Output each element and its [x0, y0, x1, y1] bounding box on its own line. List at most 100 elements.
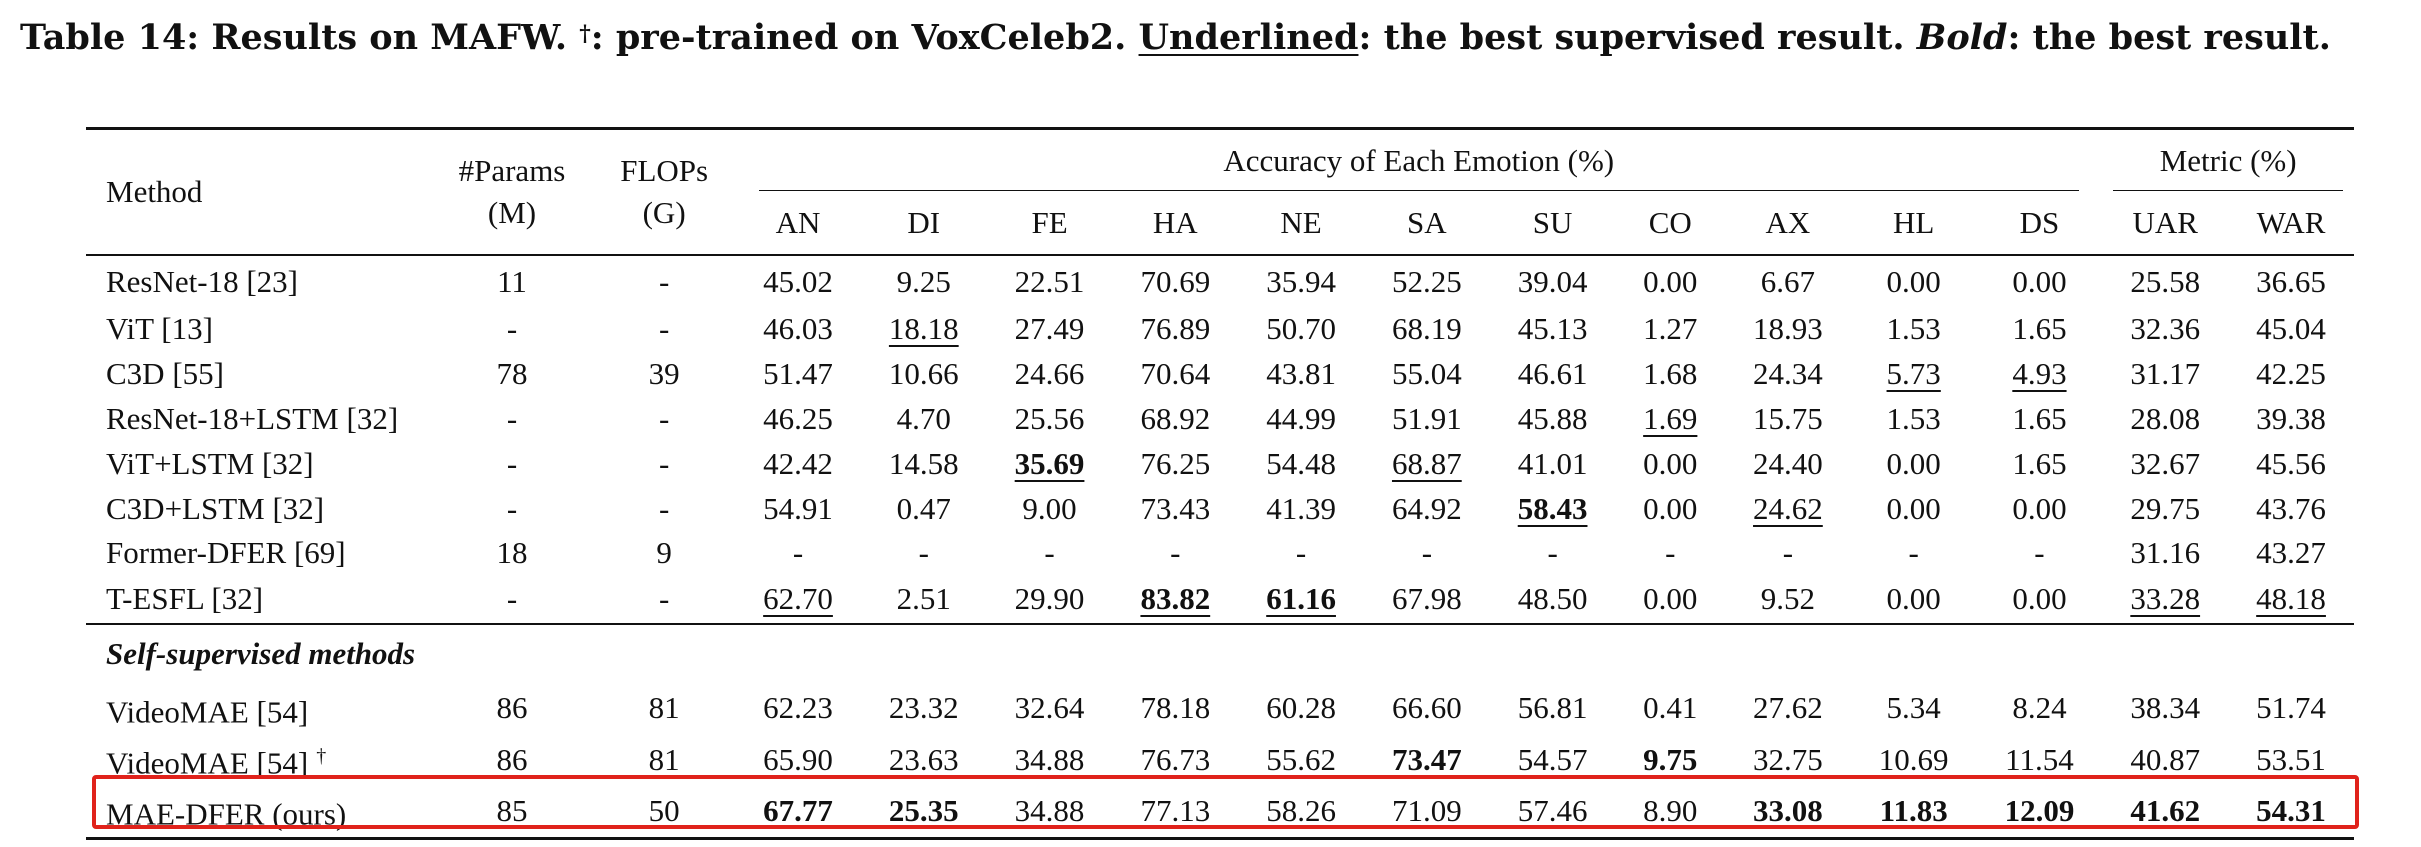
header-emotion-hl: HL [1893, 205, 1935, 240]
value-text: 0.00 [1886, 581, 1941, 617]
value-text: 1.65 [2012, 400, 2067, 436]
value-text: 15.75 [1753, 400, 1823, 436]
value-text: 56.81 [1517, 690, 1588, 726]
value-cell: 77.13 [1112, 785, 1238, 838]
value-text: 0.00 [1886, 490, 1941, 526]
header-emotion-group-label: Accuracy of Each Emotion (%) [758, 132, 2079, 191]
value-text: 24.40 [1753, 445, 1823, 481]
value-cell: 34.88 [987, 785, 1113, 838]
value-cell: 70.64 [1112, 352, 1238, 397]
method-name: ResNet-18+LSTM [32] [106, 400, 399, 436]
value-cell: 68.87 [1364, 441, 1490, 486]
header-metric-group-label: Metric (%) [2113, 132, 2344, 191]
value-text: 1.65 [2012, 445, 2067, 481]
value-text: 27.49 [1014, 311, 1085, 347]
method-name: C3D+LSTM [32] [106, 490, 325, 526]
value-text: 0.00 [2012, 490, 2067, 526]
value-cell: - [1616, 531, 1726, 576]
value-cell: 5.34 [1851, 683, 1977, 734]
value-text: - [792, 535, 804, 571]
value-cell: 53.51 [2228, 734, 2354, 785]
value-text: 33.28 [2130, 581, 2201, 617]
table-row: ViT [13] - - 46.03 18.18 27.49 76.89 50.70 68.19… [86, 307, 2354, 352]
value-text: 51.91 [1391, 400, 1462, 436]
table-row: C3D [55] 78 39 51.47 10.66 24.66 70.64 43.81 55.… [86, 352, 2354, 397]
method-name: VideoMAE [54] [106, 694, 309, 730]
value-text: 40.87 [2130, 741, 2201, 777]
value-text: 44.99 [1266, 400, 1336, 436]
value-text: 66.60 [1391, 690, 1462, 726]
value-cell: 24.62 [1725, 486, 1851, 531]
value-cell: 0.00 [1851, 576, 1977, 624]
value-text: - [1295, 535, 1307, 571]
value-cell: 51.91 [1364, 397, 1490, 442]
value-text: 64.92 [1391, 490, 1462, 526]
value-text: - [2034, 535, 2045, 571]
value-cell: 43.76 [2228, 486, 2354, 531]
value-text: 1.69 [1643, 400, 1698, 436]
value-text: 31.17 [2130, 356, 2201, 392]
value-text: - [1547, 535, 1558, 571]
header-emotion-group: Accuracy of Each Emotion (%) [735, 129, 2102, 193]
header-emotion-fe: FE [1031, 205, 1068, 240]
header-emotion-an: AN [775, 205, 821, 240]
caption-prefix: Table 14: Results on MAFW. [20, 17, 568, 58]
value-cell: 4.70 [861, 397, 987, 442]
value-text: 24.34 [1753, 356, 1823, 392]
value-cell: 10.69 [1851, 734, 1977, 785]
value-text: 68.92 [1140, 400, 1211, 436]
value-cell: 1.65 [1977, 397, 2103, 442]
value-cell: 11.54 [1977, 734, 2103, 785]
value-text: 32.75 [1753, 741, 1823, 777]
value-cell: 45.04 [2228, 307, 2354, 352]
value-cell: 67.77 [735, 785, 861, 838]
flops-cell: - [658, 581, 670, 617]
value-cell: - [735, 531, 861, 576]
value-cell: 6.67 [1725, 255, 1851, 307]
value-cell: 23.63 [861, 734, 987, 785]
value-cell: 68.92 [1112, 397, 1238, 442]
value-cell: 50.70 [1238, 307, 1364, 352]
value-cell: 27.62 [1725, 683, 1851, 734]
value-cell: 1.53 [1851, 397, 1977, 442]
value-cell: - [987, 531, 1113, 576]
value-cell: 18.93 [1725, 307, 1851, 352]
method-name: ResNet-18 [23] [106, 263, 298, 299]
value-text: 57.46 [1517, 793, 1588, 829]
value-cell: 64.92 [1364, 486, 1490, 531]
value-cell: 2.51 [861, 576, 987, 624]
value-text: 78.18 [1140, 690, 1211, 726]
value-text: 23.63 [888, 741, 959, 777]
value-text: 76.89 [1140, 311, 1211, 347]
value-cell: 48.18 [2228, 576, 2354, 624]
value-cell: 44.99 [1238, 397, 1364, 442]
value-text: 32.67 [2130, 445, 2201, 481]
value-cell: 0.00 [1851, 441, 1977, 486]
flops-cell: 81 [648, 741, 680, 777]
self-supervised-rows: VideoMAE [54] 86 81 62.23 23.32 32.64 78.18 60.… [86, 683, 2354, 839]
value-cell: 0.00 [1616, 486, 1726, 531]
value-text: 1.68 [1643, 356, 1698, 392]
caption-underlined-word: Underlined [1138, 17, 1359, 58]
value-text: 35.94 [1266, 263, 1336, 299]
value-cell: 1.65 [1977, 307, 2103, 352]
value-text: 67.98 [1391, 581, 1462, 617]
flops-cell: 50 [648, 793, 680, 829]
value-text: - [1421, 535, 1433, 571]
value-cell: 65.90 [735, 734, 861, 785]
value-text: 1.27 [1643, 311, 1698, 347]
flops-cell: - [658, 311, 670, 347]
params-cell: - [506, 400, 518, 436]
method-name: VideoMAE [54] [106, 745, 309, 781]
header-emotion-su: SU [1532, 205, 1573, 240]
value-text: 12.09 [2004, 793, 2075, 829]
header-emotion-ax: AX [1765, 205, 1811, 240]
value-text: 65.90 [763, 741, 833, 777]
value-text: 70.69 [1140, 263, 1211, 299]
value-text: 43.76 [2256, 490, 2326, 526]
value-cell: 40.87 [2102, 734, 2228, 785]
value-text: 73.47 [1391, 741, 1462, 777]
value-text: 32.64 [1014, 690, 1085, 726]
method-name: ViT [13] [106, 311, 213, 347]
header-metric-group: Metric (%) [2102, 129, 2354, 193]
